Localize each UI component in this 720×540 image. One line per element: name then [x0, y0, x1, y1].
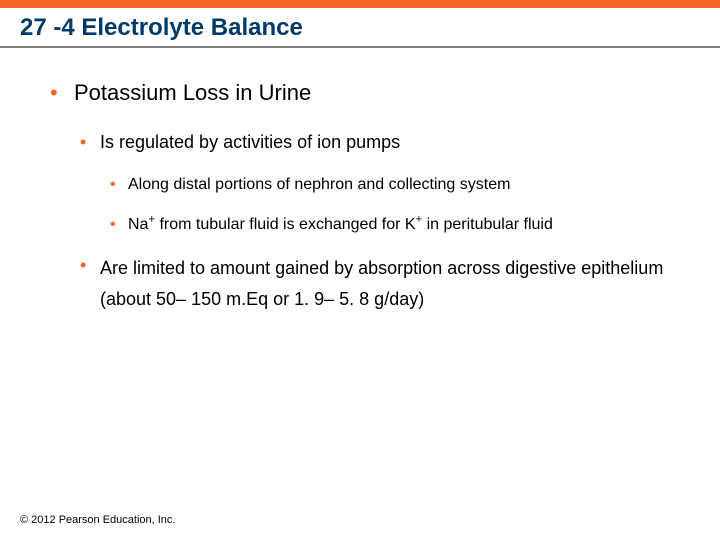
- bullet-marker: •: [50, 78, 74, 108]
- top-accent-bar: [0, 0, 720, 8]
- bullet-lvl1: • Potassium Loss in Urine: [50, 78, 670, 108]
- slide-title: 27 -4 Electrolyte Balance: [0, 8, 720, 46]
- slide-content: • Potassium Loss in Urine • Is regulated…: [0, 48, 720, 314]
- bullet-lvl2: • Is regulated by activities of ion pump…: [80, 130, 670, 154]
- bullet-marker: •: [80, 253, 100, 277]
- bullet-marker: •: [110, 214, 128, 236]
- bullet-lvl3: • Na+ from tubular fluid is exchanged fo…: [110, 214, 670, 236]
- text-fragment: in peritubular fluid: [422, 216, 553, 233]
- text-fragment: from tubular fluid is exchanged for K: [155, 216, 416, 233]
- text-fragment: Na: [128, 216, 148, 233]
- copyright-footer: © 2012 Pearson Education, Inc.: [20, 514, 175, 526]
- bullet-marker: •: [110, 174, 128, 196]
- bullet-text: Potassium Loss in Urine: [74, 78, 311, 108]
- bullet-text: Along distal portions of nephron and col…: [128, 174, 510, 196]
- bullet-text: Are limited to amount gained by absorpti…: [100, 253, 670, 314]
- bullet-text: Is regulated by activities of ion pumps: [100, 130, 400, 154]
- bullet-marker: •: [80, 130, 100, 154]
- bullet-text: Na+ from tubular fluid is exchanged for …: [128, 214, 553, 236]
- bullet-lvl3: • Along distal portions of nephron and c…: [110, 174, 670, 196]
- bullet-lvl2: • Are limited to amount gained by absorp…: [80, 253, 670, 314]
